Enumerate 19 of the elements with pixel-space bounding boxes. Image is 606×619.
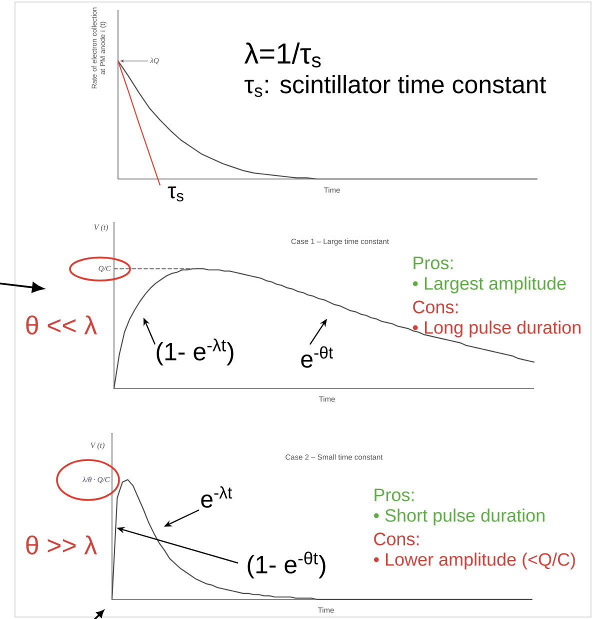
annotation: • Short pulse duration <box>374 508 544 526</box>
annotation: Pros: <box>374 488 414 502</box>
annotation: (1- e$^{-λt}$) <box>156 338 234 366</box>
annotation: e$^{-λt}$ <box>201 486 232 508</box>
annotation: Pros: <box>414 256 453 270</box>
annotation: • Long pulse duration <box>412 320 580 338</box>
text: θ >> λ <box>26 535 97 555</box>
text: τ$_{s}$ <box>168 186 184 202</box>
y-axis-title: V (t) <box>94 224 108 232</box>
text: θ << λ <box>26 315 97 335</box>
annotation: e$^{-θt}$ <box>301 346 334 368</box>
annotation: Cons: <box>374 532 419 546</box>
y-axis-title: V (t) <box>90 442 104 450</box>
annotation: • Largest amplitude <box>412 276 566 294</box>
annotation: τ$_{s}$: scintillator time constant <box>244 74 546 97</box>
annotation: Cons: <box>413 300 458 314</box>
annotation: (1- e$^{-θt}$) <box>248 552 326 578</box>
annotation: λ=1/τ$_{s}$ <box>244 42 321 68</box>
annotation: • Lower amplitude (<Q/C) <box>374 552 575 570</box>
